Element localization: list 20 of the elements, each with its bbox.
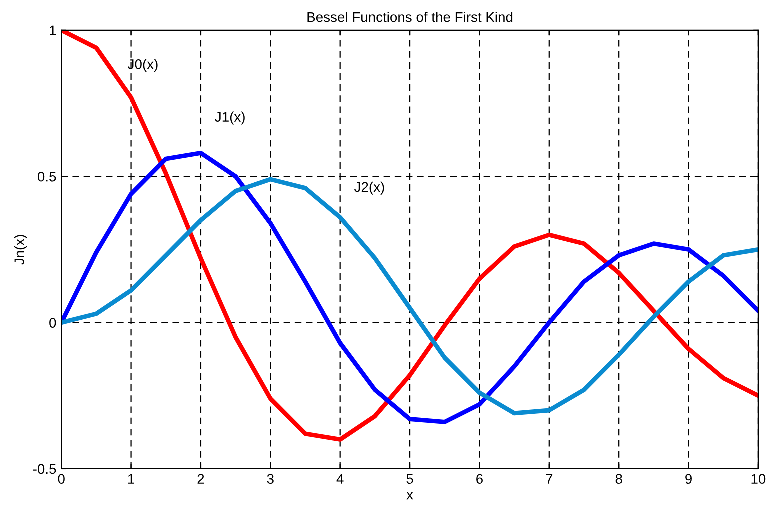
x-tick-label: 9 xyxy=(686,474,692,484)
x-tick-label: 4 xyxy=(336,474,344,484)
x-tick-label: 2 xyxy=(198,474,204,484)
x-tick-label: 5 xyxy=(406,474,414,484)
y-tick-label: 1 xyxy=(50,26,56,36)
x-axis-title: x xyxy=(406,492,414,500)
x-tick-label: 6 xyxy=(476,474,483,484)
x-tick-label: 3 xyxy=(267,474,274,484)
y-tick-label: -0.5 xyxy=(33,464,56,474)
x-tick-label: 8 xyxy=(616,474,622,484)
x-tick-label: 10 xyxy=(752,474,766,484)
text: J1(x) xyxy=(215,112,245,125)
x-tick-label: 1 xyxy=(128,474,134,484)
x-tick-label: 7 xyxy=(546,474,553,484)
y-tick-label: 0 xyxy=(50,318,56,328)
chart-title: Bessel Functions of the First Kind xyxy=(308,12,513,22)
series-label: J2(x) xyxy=(354,182,384,195)
x-tick-label: 0 xyxy=(58,474,65,484)
y-tick-label: 0.5 xyxy=(38,172,56,182)
y-axis-title: Jn(x) xyxy=(14,235,28,265)
